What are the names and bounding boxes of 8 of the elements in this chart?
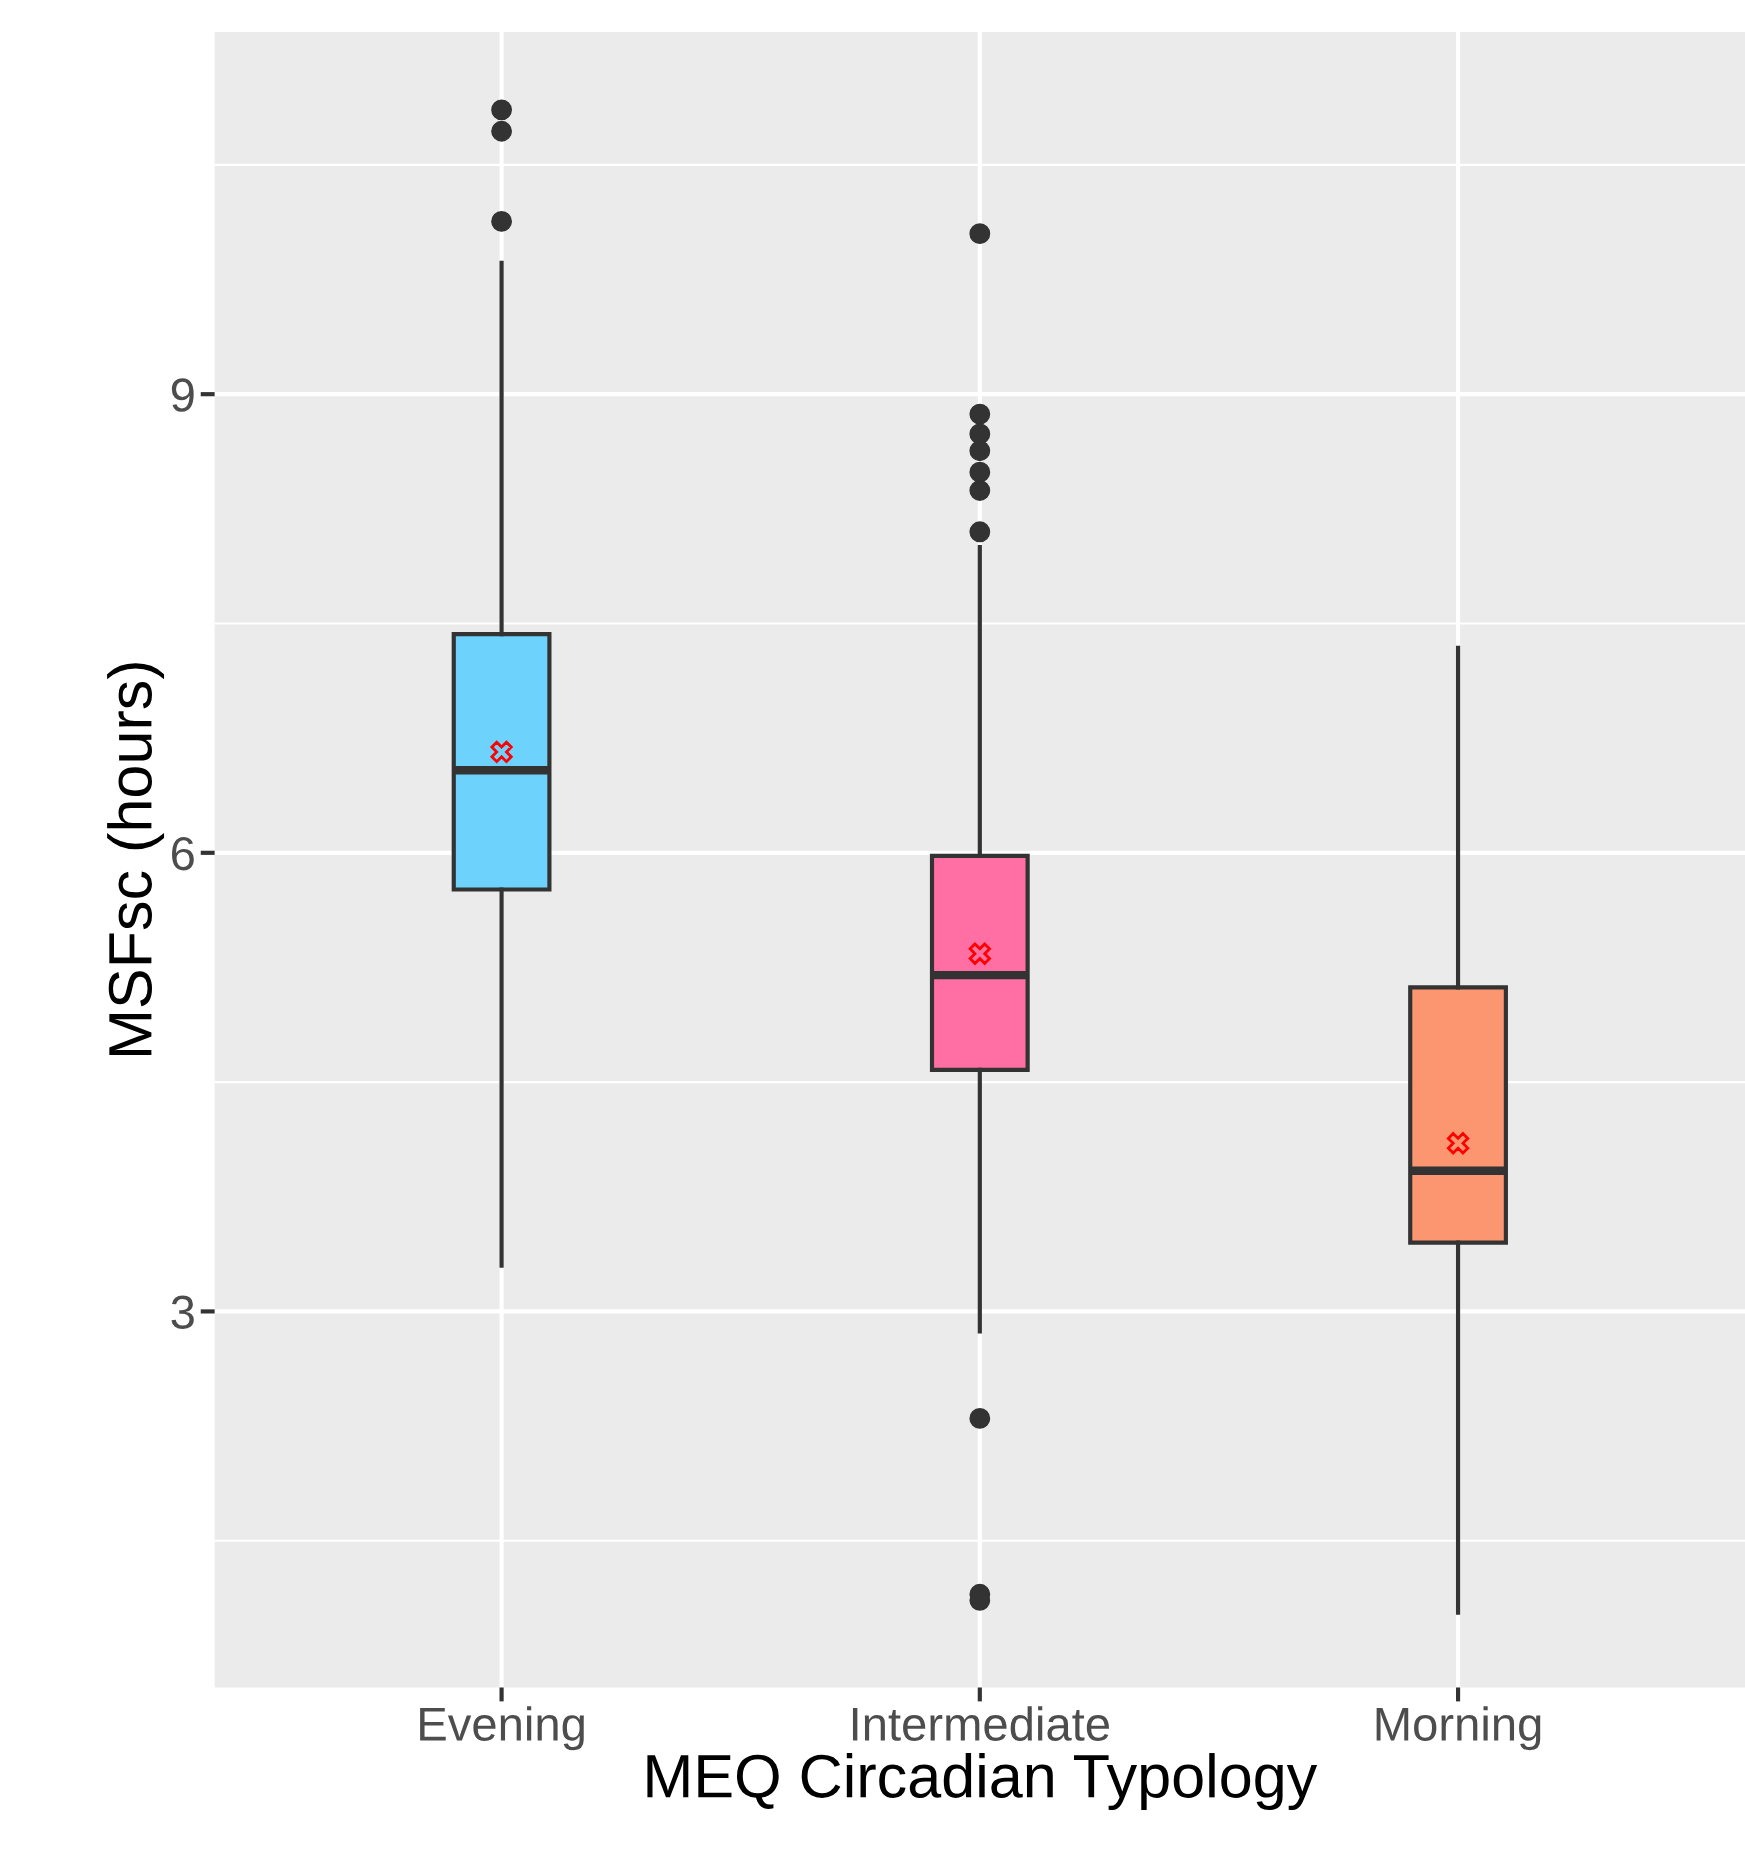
y-tick-label: 3: [171, 1295, 194, 1330]
x-tick-label: Evening: [420, 1706, 584, 1751]
x-axis-title: MEQ Circadian Typology: [647, 1753, 1318, 1811]
y-axis-title: MSFsc (hours): [107, 663, 165, 1055]
y-tick-label: 9: [171, 378, 194, 412]
x-tick-label: Intermediate: [852, 1706, 1109, 1741]
y-tick-label: 6: [172, 836, 194, 871]
x-tick-label: Morning: [1376, 1706, 1541, 1751]
